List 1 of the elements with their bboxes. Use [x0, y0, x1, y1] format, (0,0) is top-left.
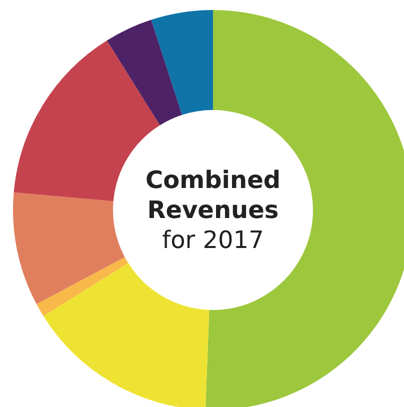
- text: for 2017: [162, 225, 264, 255]
